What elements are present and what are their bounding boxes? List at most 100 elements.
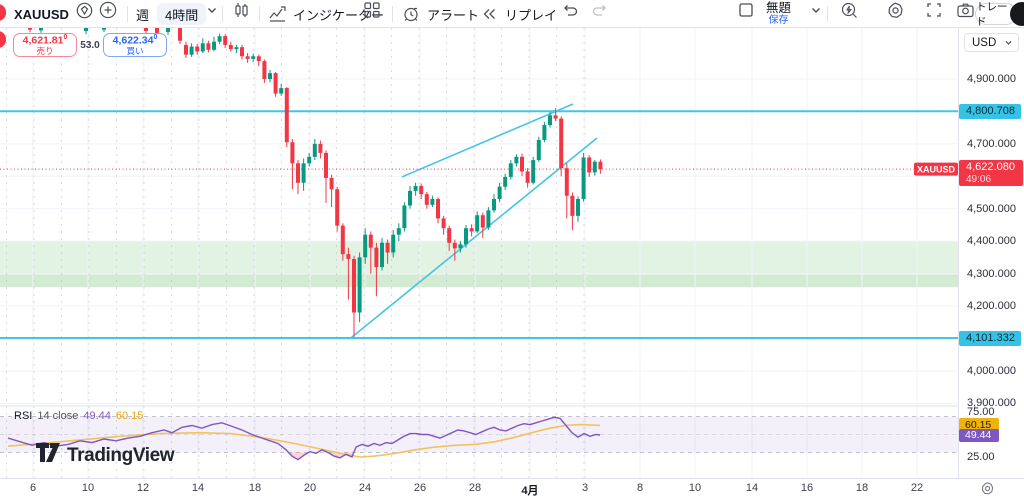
alert-button[interactable]: アラート: [401, 0, 479, 28]
time-axis-label: 10: [688, 482, 702, 494]
layout-single-icon[interactable]: [736, 0, 756, 20]
price-axis-label: 4,400.000: [967, 235, 1016, 248]
rsi-title: RSI: [14, 410, 33, 422]
currency-label: USD: [972, 36, 997, 49]
order-panel: 4,621.810 売り 53.0 4,622.340 買い: [13, 33, 167, 57]
replay-label: リプレイ: [505, 7, 558, 23]
chevron-down-icon: [1005, 40, 1012, 45]
time-axis-label: 22: [910, 482, 924, 494]
chart-style-candles-icon[interactable]: [231, 0, 251, 20]
quick-search-icon[interactable]: [839, 0, 859, 20]
time-axis-label: 28: [468, 482, 482, 494]
interval-chevron-down-icon[interactable]: [202, 0, 222, 20]
indicators-icon: [267, 4, 287, 24]
buy-label: 買い: [126, 46, 144, 57]
toolbar-divider: [827, 6, 828, 22]
toolbar-divider: [392, 6, 393, 22]
interval-4h-label: 4時間: [165, 7, 199, 23]
price-axis-label: 4,300.000: [967, 267, 1016, 280]
watermark-text: TradingView: [67, 444, 175, 466]
trendline: [401, 103, 574, 178]
time-axis-label: 6: [29, 482, 37, 494]
price-axis-label: 4,700.000: [967, 137, 1016, 150]
time-axis-label: 12: [136, 482, 150, 494]
candles: [28, 28, 603, 337]
price-axis[interactable]: USD 4,900.000 4,700.000 4,500.000 4,400.000…: [958, 28, 1024, 497]
support-badge: 4,101.332: [959, 330, 1021, 346]
bar-countdown: 49:06: [966, 173, 992, 185]
price-axis-label: 4,500.000: [967, 202, 1016, 215]
last-price-badge: 4,622.080 49:06: [959, 160, 1023, 187]
demand-zone-inner: [0, 274, 958, 288]
avatar[interactable]: [1010, 2, 1024, 26]
rsi-oversold-fill: [328, 452, 354, 458]
buy-button[interactable]: 4,622.340 買い: [103, 33, 167, 57]
rsi-band: [0, 416, 958, 453]
time-axis-label: 8: [636, 482, 644, 494]
time-axis-label: 14: [191, 482, 205, 494]
price-axis-label: 3,900.000: [967, 397, 1016, 410]
demand-zone: [0, 241, 958, 288]
trendline: [350, 137, 598, 339]
fullscreen-icon[interactable]: [924, 0, 944, 20]
rsi-scale-high: 75.00: [967, 406, 995, 418]
replay-rewind-icon: [479, 4, 499, 24]
price-line-symbol-text: XAUUSD: [917, 164, 956, 174]
axis-settings-gear-icon[interactable]: [980, 481, 995, 497]
indicators-button[interactable]: インジケーター: [267, 0, 384, 28]
save-link[interactable]: 保存: [768, 15, 789, 27]
time-axis-label: 14: [745, 482, 759, 494]
toolbar-divider: [127, 6, 128, 22]
time-axis-label: 16: [800, 482, 814, 494]
settings-gear-icon[interactable]: [885, 0, 905, 20]
time-axis-label: 18: [855, 482, 869, 494]
time-axis-label: 10: [81, 482, 95, 494]
time-axis-label: 26: [413, 482, 427, 494]
layout-title-button[interactable]: 無題 保存: [766, 0, 791, 28]
buy-price: 4,622.340: [112, 34, 158, 47]
layout-chevron-down-icon[interactable]: [806, 0, 826, 20]
interval-4h-button[interactable]: 4時間: [157, 3, 207, 25]
rsi-line: [7, 416, 601, 461]
undo-icon[interactable]: [560, 0, 580, 20]
tradingview-logo-icon: [36, 443, 60, 468]
interval-week-label: 週: [136, 7, 150, 23]
compare-add-icon[interactable]: [98, 0, 118, 20]
replay-button[interactable]: リプレイ: [479, 0, 557, 28]
spread-value: 53.0: [80, 39, 100, 51]
sell-button[interactable]: 4,621.810 売り: [13, 33, 77, 57]
camera-snapshot-icon[interactable]: [955, 0, 975, 20]
sell-price: 4,621.810: [22, 34, 68, 47]
rsi-ma-badge: 60.15: [959, 418, 999, 432]
indicator-templates-icon[interactable]: [362, 0, 382, 20]
rsi-value-badge: 49.44: [959, 428, 999, 442]
sell-label: 売り: [36, 46, 54, 57]
notification-dot: [0, 4, 6, 21]
last-price-value: 4,622.080: [966, 161, 1015, 174]
trade-button[interactable]: トレード: [975, 1, 1017, 28]
interval-week-button[interactable]: 週: [136, 0, 149, 28]
time-axis[interactable]: 6 10 12 14 18 20 24 26 28 4月 3 8 10 14 16 18 22: [0, 478, 1024, 497]
rsi-ma-value: 60.15: [115, 410, 144, 422]
left-panel-sliver: [0, 31, 6, 48]
alert-label: アラート: [427, 7, 480, 23]
price-line-symbol-tag: [914, 162, 958, 176]
rsi-ma-line: [7, 423, 601, 458]
symbol-button[interactable]: XAUUSD: [14, 0, 69, 28]
rsi-legend[interactable]: RSI 14 close 49.44 60.15: [14, 410, 143, 422]
rsi-oversold-fill: [288, 452, 309, 460]
rsi-scale-low: 25.00: [967, 451, 995, 463]
time-axis-label: 18: [248, 482, 262, 494]
candlestick-chart[interactable]: XAUUSD: [0, 28, 958, 478]
price-axis-label: 4,900.000: [967, 72, 1016, 85]
alarm-clock-icon: [401, 4, 421, 24]
toolbar-divider: [259, 6, 260, 22]
trade-label: トレード: [976, 1, 1008, 28]
currency-selector[interactable]: USD: [964, 33, 1019, 52]
toolbar-divider: [222, 6, 223, 22]
symbol-detail-icon[interactable]: [74, 0, 94, 20]
price-axis-label: 4,200.000: [967, 300, 1016, 313]
time-axis-label: 24: [358, 482, 372, 494]
redo-icon[interactable]: [590, 0, 610, 20]
